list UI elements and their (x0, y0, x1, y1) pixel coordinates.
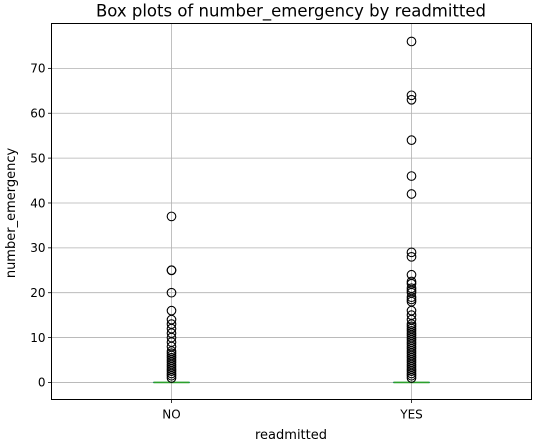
outlier-point (406, 189, 417, 199)
chart-title: Box plots of number_emergency by readmit… (96, 2, 486, 22)
outlier-point (406, 251, 417, 262)
outlier-point (406, 269, 417, 280)
y-tick-label: 20 (30, 286, 45, 300)
outlier-point (406, 321, 417, 332)
y-axis-label: number_emergency (4, 148, 19, 279)
outlier-point (166, 352, 177, 363)
outlier-point (406, 310, 417, 320)
y-tick-label: 30 (30, 241, 45, 255)
outlier-point (406, 94, 417, 105)
outlier-point (166, 348, 177, 359)
outlier-point (406, 283, 417, 294)
x-tick-label: NO (162, 408, 180, 422)
y-tick-label: 0 (38, 376, 46, 390)
x-tick-label: YES (399, 408, 423, 422)
outlier-points (166, 36, 417, 383)
y-tick-label: 50 (30, 151, 45, 165)
outlier-point (166, 211, 177, 222)
outlier-point (406, 36, 417, 47)
axes-frame (51, 23, 532, 400)
grid-lines (51, 23, 532, 400)
y-tick-label: 70 (30, 62, 45, 76)
outlier-point (406, 276, 417, 287)
outlier-point (406, 135, 417, 146)
axis-ticks: 0 10 20 30 40 50 60 70 NO YES (30, 62, 423, 422)
y-tick-label: 40 (30, 196, 45, 210)
y-tick-label: 10 (30, 331, 45, 345)
outlier-point (406, 90, 417, 101)
outlier-point (406, 247, 417, 258)
outlier-point (166, 319, 177, 329)
outlier-point (166, 305, 177, 316)
x-axis-label: readmitted (255, 428, 327, 443)
outlier-point (406, 326, 417, 336)
outlier-point (406, 171, 417, 181)
outlier-point (166, 265, 177, 276)
y-tick-label: 60 (30, 107, 45, 121)
outlier-point (166, 287, 177, 298)
